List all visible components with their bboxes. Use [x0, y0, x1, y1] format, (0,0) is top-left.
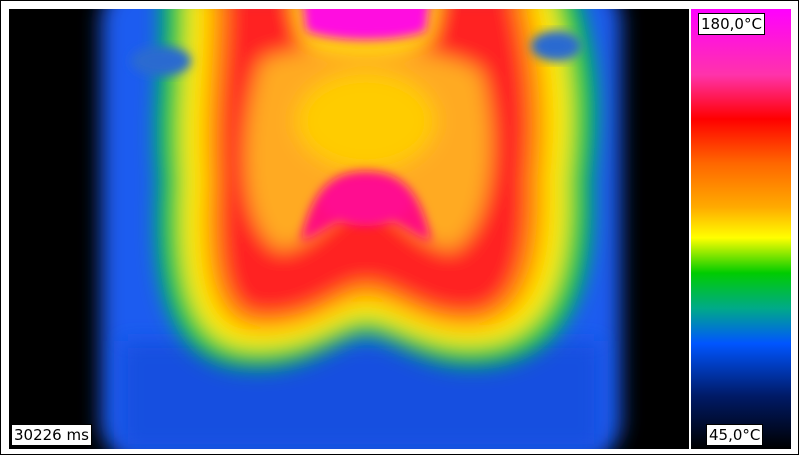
heat-map [9, 1, 689, 454]
scale-min-label: 45,0°C [706, 424, 763, 446]
timestamp-label: 30226 ms [11, 424, 92, 446]
thermal-image [1, 1, 798, 454]
color-scale [691, 9, 791, 449]
scale-max-label: 180,0°C [698, 13, 765, 35]
thermal-viewer: 180,0°C 45,0°C 30226 ms [0, 0, 799, 455]
